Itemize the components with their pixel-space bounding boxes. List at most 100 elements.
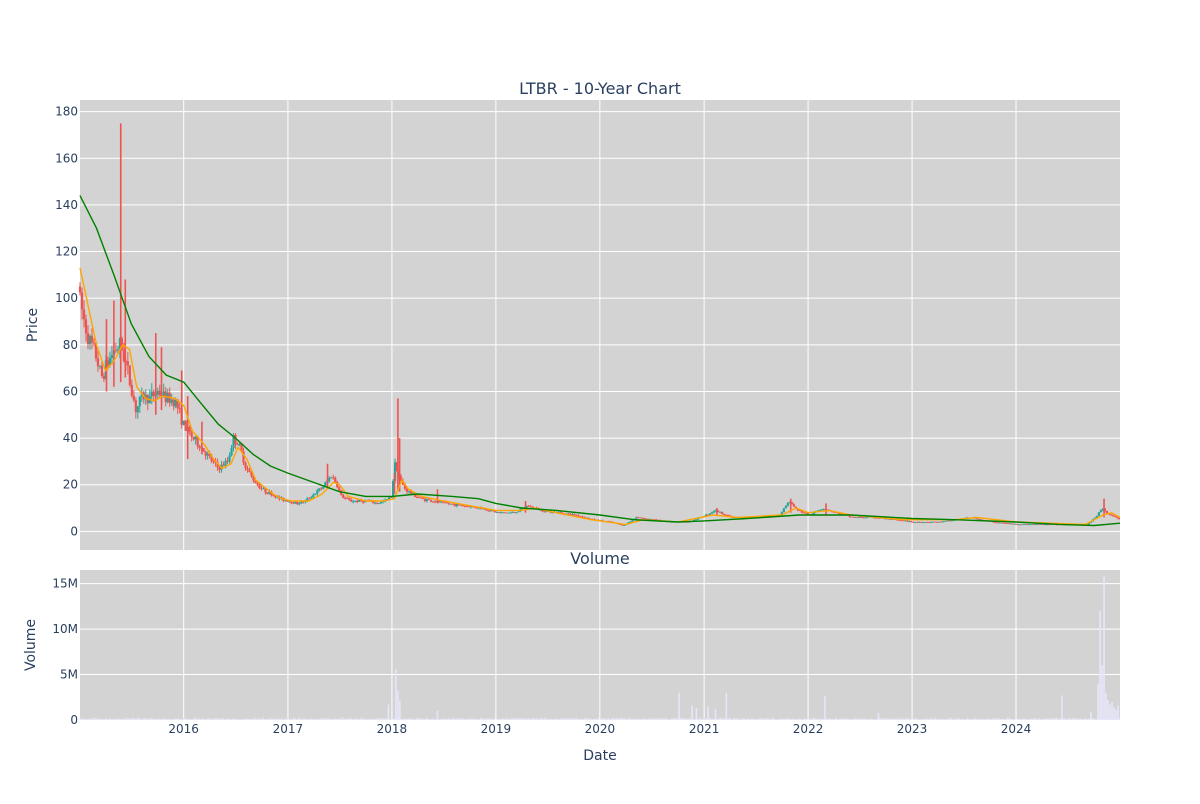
volume-bar <box>920 719 923 720</box>
volume-bar <box>773 717 775 720</box>
volume-bar <box>1042 719 1044 720</box>
volume-bar <box>665 717 667 720</box>
candle-body <box>170 399 173 403</box>
volume-bar <box>374 718 376 720</box>
candle-body <box>409 491 413 494</box>
candle-body <box>952 520 955 522</box>
volume-bar <box>565 717 568 720</box>
candle-body <box>720 511 724 515</box>
candle-body <box>230 447 233 456</box>
volume-bar <box>220 718 223 720</box>
volume-bar <box>952 719 954 720</box>
volume-bar <box>922 718 925 720</box>
candle-body <box>507 512 510 514</box>
volume-bar <box>342 717 344 720</box>
candle-body <box>204 451 207 456</box>
volume-bar <box>964 719 966 720</box>
candle-body <box>130 384 133 396</box>
volume-bar <box>759 717 761 720</box>
price-y-gridlines <box>80 111 1120 532</box>
volume-bar <box>420 718 422 720</box>
volume-bar <box>563 718 566 720</box>
volume-bar <box>1118 717 1120 720</box>
candle-body <box>635 517 638 519</box>
volume-bar <box>851 719 853 720</box>
candle-body <box>389 497 393 499</box>
volume-bar <box>769 718 771 720</box>
volume-bar <box>1002 718 1004 720</box>
candle-body <box>647 518 650 520</box>
candle-body <box>934 521 937 523</box>
candle-body <box>1036 524 1039 525</box>
volume-bar <box>1010 718 1012 720</box>
candle-body <box>86 333 90 344</box>
volume-bar <box>567 718 570 720</box>
volume-bar <box>93 717 95 720</box>
volume-spike-bar <box>1103 576 1105 720</box>
volume-bar <box>545 718 548 720</box>
volume-bar <box>502 717 504 720</box>
candle-body <box>423 498 427 502</box>
candle-body <box>415 496 419 498</box>
volume-bar <box>454 719 456 720</box>
candle-body <box>818 510 821 511</box>
volume-bar <box>404 718 406 720</box>
candle-body <box>1018 524 1021 526</box>
candle-body <box>236 444 239 446</box>
volume-bar <box>274 718 277 720</box>
candle-body <box>1115 516 1118 518</box>
candle-body <box>499 512 502 514</box>
candle-body <box>288 501 291 503</box>
volume-bar <box>1082 719 1084 720</box>
volume-bar <box>500 719 502 720</box>
volume-bar <box>835 717 837 720</box>
volume-bar <box>203 718 205 720</box>
volume-bar <box>643 718 645 720</box>
candle-body <box>1039 524 1043 525</box>
candle-body <box>328 477 331 481</box>
candle-body <box>320 488 323 490</box>
x-tick-label: 2019 <box>481 722 512 736</box>
volume-bar <box>551 719 554 720</box>
volume-bar <box>514 717 516 720</box>
candle-body <box>928 522 931 524</box>
candle-body <box>427 499 431 501</box>
candle-body <box>108 358 112 366</box>
volume-bar <box>667 719 669 720</box>
candle-body <box>290 501 293 503</box>
volume-bar <box>573 717 576 720</box>
candle-body <box>583 517 586 518</box>
candle-body <box>1087 522 1091 525</box>
volume-bar <box>805 718 807 720</box>
candle-body <box>144 395 147 400</box>
volume-bar <box>1074 718 1076 720</box>
candle-body <box>631 520 634 522</box>
volume-bar <box>1046 718 1048 720</box>
volume-bar <box>534 718 536 720</box>
volume-bar <box>139 717 141 720</box>
candle-body <box>387 497 391 500</box>
volume-bar <box>1086 719 1088 720</box>
volume-bar <box>878 717 881 720</box>
volume-bar <box>797 719 799 720</box>
candle-body <box>976 518 979 520</box>
candle-body <box>707 514 710 516</box>
volume-bar <box>992 717 994 720</box>
volume-chart-title: Volume <box>570 549 630 568</box>
volume-bar <box>197 719 199 720</box>
volume-spike-bar <box>395 669 397 720</box>
volume-bar <box>627 717 629 720</box>
volume-bar <box>1068 717 1070 720</box>
candle-body <box>451 503 454 505</box>
volume-bar <box>294 717 296 720</box>
candle-body <box>866 517 869 518</box>
candle-body <box>1008 523 1011 525</box>
volume-bar <box>767 717 769 720</box>
volume-bar <box>167 719 169 720</box>
candle-body <box>180 408 183 425</box>
volume-bar <box>444 718 446 720</box>
candle-body <box>912 522 915 523</box>
volume-bar <box>1034 718 1036 720</box>
volume-bar <box>195 717 197 720</box>
volume-bar <box>145 717 147 720</box>
